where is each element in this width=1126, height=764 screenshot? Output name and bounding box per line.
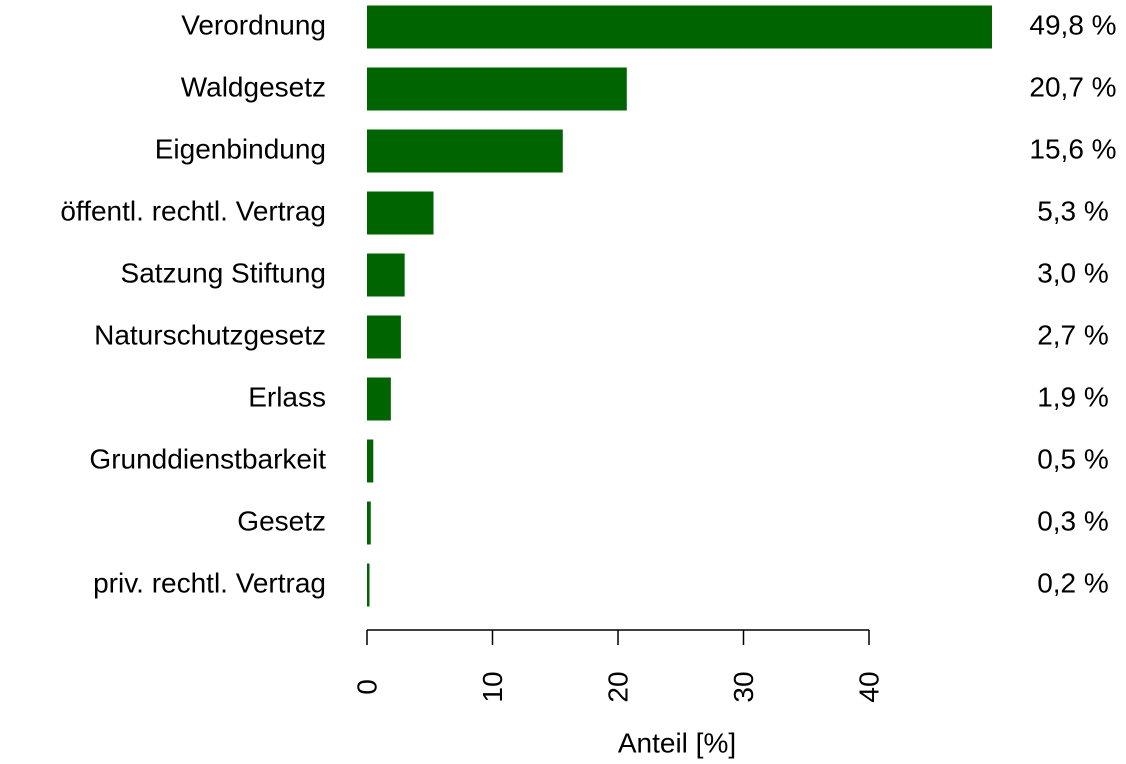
y-tick-label: Grunddienstbarkeit [89, 443, 326, 474]
x-tick-label: 10 [477, 671, 508, 702]
bar [367, 5, 992, 49]
bar [367, 129, 563, 173]
y-tick-label: Eigenbindung [155, 133, 326, 164]
y-tick-label: priv. rechtl. Vertrag [93, 567, 326, 598]
value-label: 0,5 % [1037, 443, 1109, 474]
value-label: 49,8 % [1029, 9, 1116, 40]
value-label: 20,7 % [1029, 71, 1116, 102]
bar [367, 501, 371, 545]
value-label: 0,3 % [1037, 505, 1109, 536]
y-tick-label: Verordnung [181, 9, 326, 40]
bar [367, 67, 627, 111]
y-tick-label: Waldgesetz [181, 71, 326, 102]
y-tick-label: Naturschutzgesetz [94, 319, 326, 350]
y-tick-label: Gesetz [237, 505, 326, 536]
value-label: 1,9 % [1037, 381, 1109, 412]
value-label: 2,7 % [1037, 319, 1109, 350]
x-tick-label: 20 [602, 671, 633, 702]
y-tick-label: öffentl. rechtl. Vertrag [60, 195, 326, 226]
bar [367, 191, 434, 235]
bar [367, 377, 391, 421]
bar [367, 439, 374, 483]
value-label: 5,3 % [1037, 195, 1109, 226]
bar [367, 315, 401, 359]
bar [367, 563, 370, 607]
x-tick-label: 40 [853, 671, 884, 702]
y-tick-label: Erlass [248, 381, 326, 412]
bar [367, 253, 405, 297]
x-tick-label: 0 [351, 679, 382, 695]
value-label: 0,2 % [1037, 567, 1109, 598]
y-tick-label: Satzung Stiftung [121, 257, 326, 288]
value-label: 3,0 % [1037, 257, 1109, 288]
value-label: 15,6 % [1029, 133, 1116, 164]
x-axis-label: Anteil [%] [618, 727, 736, 758]
x-tick-label: 30 [728, 671, 759, 702]
